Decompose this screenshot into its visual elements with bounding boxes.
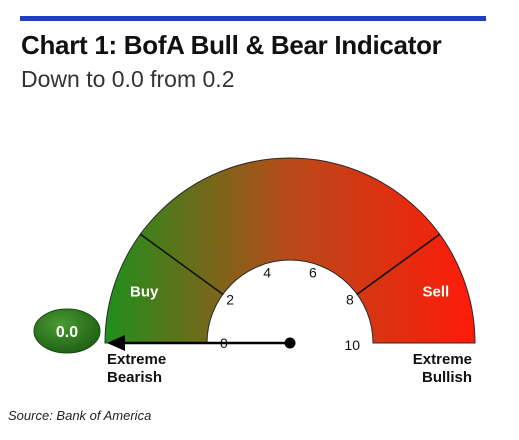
tick-label: 8 (346, 292, 354, 308)
end-label-left-line2: Bearish (107, 369, 162, 386)
chart-subtitle: Down to 0.0 from 0.2 (21, 66, 235, 92)
needle-pivot (284, 337, 296, 349)
gauge-arc (104, 157, 476, 344)
zone-label-buy: Buy (130, 283, 159, 300)
needle-arrowhead (107, 335, 125, 351)
tick-label: 6 (309, 265, 317, 281)
tick-label: 2 (226, 292, 234, 308)
zone-divider-sell (356, 233, 441, 295)
source-note: Source: Bank of America (8, 408, 152, 423)
zone-label-sell: Sell (422, 283, 449, 300)
chart-title: Chart 1: BofA Bull & Bear Indicator (21, 30, 442, 60)
value-badge-label: 0.0 (56, 324, 78, 341)
end-label-right-line2: Bullish (422, 369, 472, 386)
end-label-left-line1: Extreme (107, 351, 166, 368)
zone-divider-buy (139, 233, 224, 295)
tick-label: 4 (263, 265, 271, 281)
top-rule (20, 16, 486, 21)
tick-label: 10 (344, 337, 360, 353)
end-label-right-line1: Extreme (413, 351, 472, 368)
value-badge (33, 308, 101, 354)
